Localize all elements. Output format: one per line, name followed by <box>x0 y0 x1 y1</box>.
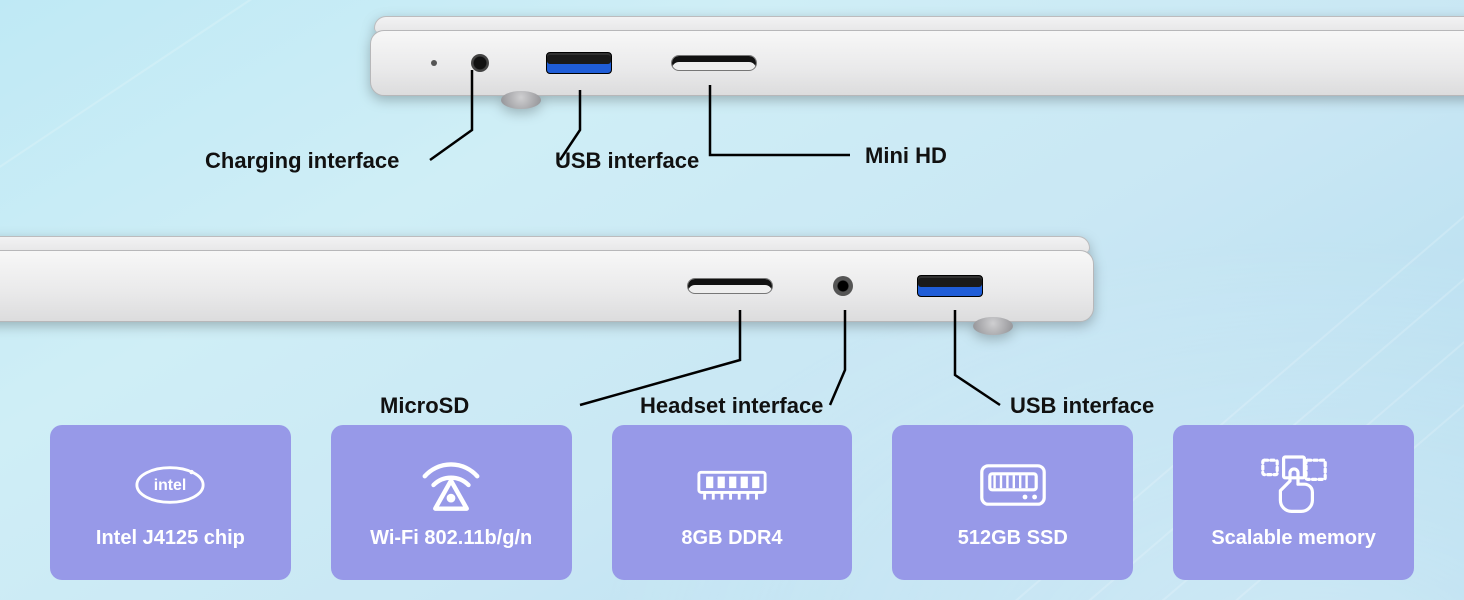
callout-microsd: MicroSD <box>380 393 469 419</box>
mini-hd-port-icon <box>671 55 757 71</box>
usb-port-icon <box>546 52 612 74</box>
callout-usb-top: USB interface <box>555 148 699 174</box>
laptop-top-side <box>370 30 1464 96</box>
svg-text:intel: intel <box>154 477 187 494</box>
callout-headset: Headset interface <box>640 393 823 419</box>
usb-port-icon <box>917 275 983 297</box>
indicator-led <box>431 60 437 66</box>
callout-usb-bottom: USB interface <box>1010 393 1154 419</box>
feature-row: intel Intel J4125 chip Wi-Fi 802.11b/g/n <box>50 425 1414 580</box>
feature-ssd: 512GB SSD <box>892 425 1133 580</box>
feature-label: Intel J4125 chip <box>96 527 245 550</box>
microsd-port-icon <box>687 278 773 294</box>
ssd-icon <box>977 455 1049 515</box>
feature-intel: intel Intel J4125 chip <box>50 425 291 580</box>
feature-scalable: Scalable memory <box>1173 425 1414 580</box>
callout-minihd: Mini HD <box>865 143 947 169</box>
touch-icon <box>1258 455 1330 515</box>
feature-label: Wi-Fi 802.11b/g/n <box>370 527 532 550</box>
callout-charging: Charging interface <box>205 148 399 174</box>
feature-label: Scalable memory <box>1211 527 1376 550</box>
wifi-icon <box>415 455 487 515</box>
feature-wifi: Wi-Fi 802.11b/g/n <box>331 425 572 580</box>
charging-port-icon <box>471 54 489 72</box>
feature-label: 8GB DDR4 <box>681 527 782 550</box>
intel-icon: intel <box>134 455 206 515</box>
laptop-bottom-side <box>0 250 1094 322</box>
ram-icon <box>696 455 768 515</box>
feature-ram: 8GB DDR4 <box>612 425 853 580</box>
headset-port-icon <box>833 276 853 296</box>
feature-label: 512GB SSD <box>958 527 1068 550</box>
